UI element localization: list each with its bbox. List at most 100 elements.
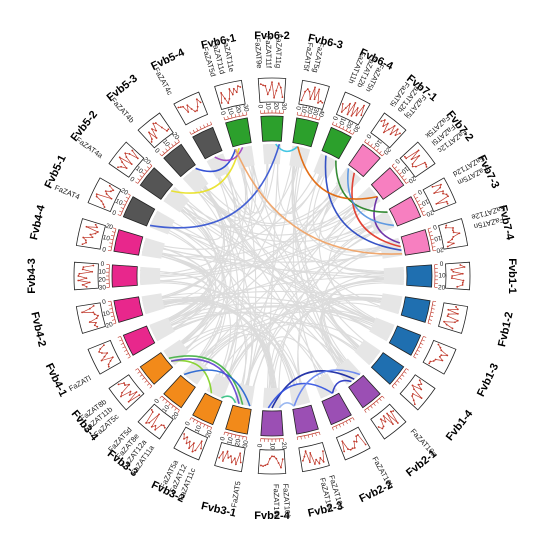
tick-mark bbox=[242, 112, 244, 116]
chromosome-block bbox=[400, 296, 431, 323]
expression-point bbox=[145, 422, 147, 424]
expression-track bbox=[370, 112, 407, 149]
background-link bbox=[291, 146, 400, 313]
expression-point bbox=[413, 388, 415, 391]
tick-mark bbox=[421, 339, 425, 342]
tick-label: 10 bbox=[399, 165, 409, 175]
chromosome-label: Fvb4-1 bbox=[43, 362, 69, 399]
tick-mark bbox=[315, 115, 317, 120]
tick-mark bbox=[342, 422, 345, 426]
tick-mark bbox=[110, 238, 114, 241]
expression-point bbox=[96, 231, 99, 233]
expression-point bbox=[425, 163, 427, 166]
expression-point bbox=[148, 131, 150, 134]
expression-point bbox=[454, 321, 456, 324]
synteny-link bbox=[373, 196, 401, 244]
tick-mark bbox=[196, 421, 199, 424]
synteny-link bbox=[168, 355, 244, 405]
tick-mark bbox=[307, 434, 310, 438]
expression-point bbox=[355, 435, 358, 438]
synteny-link bbox=[275, 143, 299, 153]
expression-point bbox=[262, 84, 264, 87]
tick-label: 10 bbox=[420, 197, 430, 207]
expression-point bbox=[230, 461, 233, 464]
expression-track bbox=[137, 403, 174, 440]
tick-mark bbox=[117, 336, 121, 338]
tick-axis bbox=[391, 368, 407, 387]
chromosome-block bbox=[122, 325, 156, 356]
background-link bbox=[235, 148, 373, 363]
expression-point bbox=[196, 109, 198, 112]
tick-mark bbox=[171, 143, 174, 147]
chromosome-shadow bbox=[141, 293, 165, 315]
tick-mark bbox=[382, 153, 385, 157]
chromosome-block bbox=[163, 374, 196, 409]
tick-mark bbox=[231, 433, 233, 438]
expression-point bbox=[317, 101, 319, 104]
tick-label: 0 bbox=[128, 176, 135, 184]
expression-point bbox=[99, 348, 102, 350]
synteny-link bbox=[347, 168, 395, 227]
tick-mark bbox=[124, 349, 127, 352]
expression-point bbox=[456, 285, 459, 288]
expression-point bbox=[281, 458, 284, 461]
tick-mark bbox=[127, 193, 131, 196]
expression-point bbox=[222, 451, 224, 453]
expression-point bbox=[446, 202, 449, 205]
expression-point bbox=[186, 104, 189, 107]
tick-label: 10 bbox=[134, 165, 144, 175]
expression-point bbox=[364, 443, 367, 446]
expression-point bbox=[379, 418, 382, 421]
tick-mark bbox=[109, 242, 113, 244]
tick-mark bbox=[223, 117, 226, 121]
expression-point bbox=[102, 203, 105, 206]
expression-point bbox=[314, 463, 316, 465]
expression-point bbox=[264, 84, 267, 87]
expression-point bbox=[420, 388, 423, 391]
chromosome-block bbox=[192, 392, 223, 426]
expression-point bbox=[394, 134, 397, 137]
expression-point bbox=[199, 101, 202, 104]
expression-point bbox=[446, 354, 449, 357]
expression-point bbox=[231, 93, 234, 96]
expression-point bbox=[281, 96, 284, 99]
tick-mark bbox=[124, 200, 127, 203]
background-link bbox=[144, 296, 392, 333]
expression-point bbox=[78, 272, 81, 275]
background-link bbox=[297, 269, 404, 405]
expression-point bbox=[456, 308, 459, 311]
expression-point bbox=[154, 122, 157, 124]
tick-mark bbox=[125, 353, 129, 356]
tick-mark bbox=[423, 336, 427, 338]
background-link bbox=[207, 145, 256, 216]
expression-point bbox=[412, 392, 414, 395]
expression-point bbox=[446, 245, 449, 248]
tick-label: 0 bbox=[416, 188, 423, 196]
tick-mark bbox=[177, 410, 180, 413]
expression-point bbox=[353, 447, 356, 449]
expression-point bbox=[428, 362, 431, 365]
background-link bbox=[166, 195, 225, 376]
tick-label: 0 bbox=[111, 209, 117, 217]
tick-mark bbox=[352, 417, 355, 421]
expression-point bbox=[183, 437, 185, 440]
expression-point bbox=[411, 384, 414, 387]
expression-point bbox=[447, 241, 450, 244]
tick-mark bbox=[396, 380, 400, 383]
expression-point bbox=[308, 90, 311, 93]
chromosome-label: Fvb6-2 bbox=[254, 30, 289, 42]
background-link bbox=[183, 297, 401, 375]
chromosome-shadow bbox=[141, 237, 165, 259]
tick-mark bbox=[367, 407, 370, 411]
expression-point bbox=[167, 128, 170, 131]
synteny-link bbox=[267, 382, 334, 409]
tick-mark bbox=[231, 114, 233, 119]
tick-mark bbox=[318, 117, 321, 121]
tick-axis bbox=[364, 395, 383, 411]
expression-point bbox=[411, 395, 413, 397]
expression-point bbox=[136, 157, 139, 160]
expression-point bbox=[275, 457, 278, 460]
tick-mark bbox=[304, 113, 306, 117]
expression-point bbox=[280, 466, 282, 469]
tick-mark bbox=[413, 356, 417, 359]
